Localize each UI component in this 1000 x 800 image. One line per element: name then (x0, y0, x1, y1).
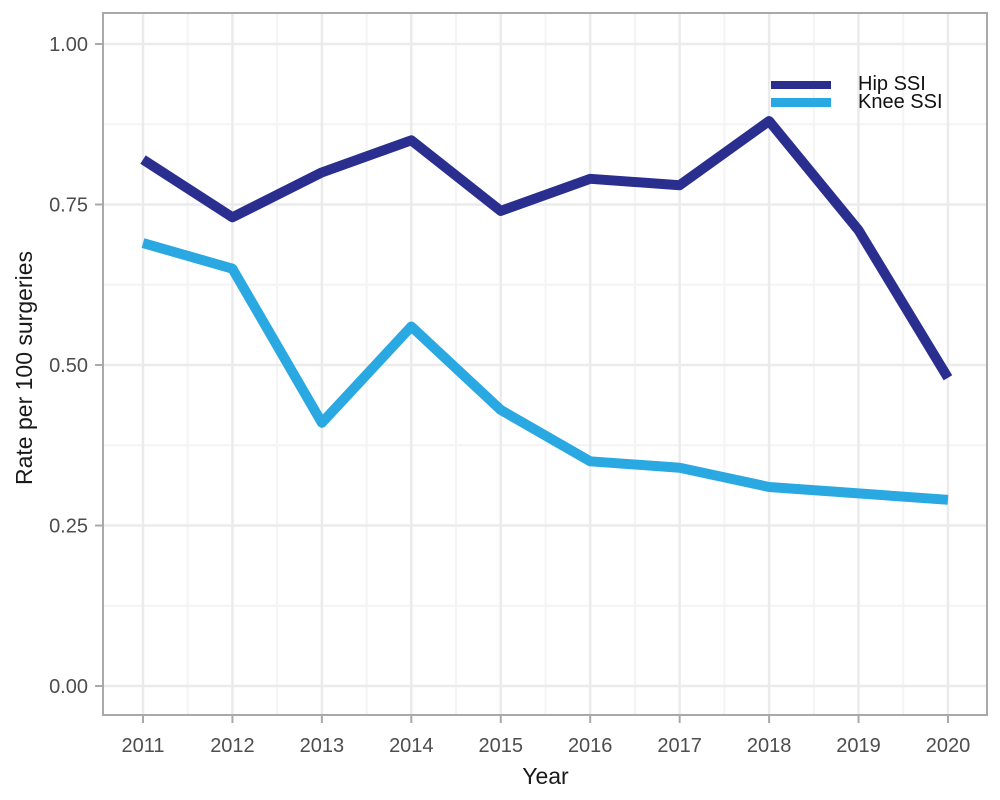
y-tick-label: 1.00 (49, 34, 88, 56)
y-tick-label: 0.75 (49, 195, 88, 217)
y-tick-label: 0.25 (49, 516, 88, 538)
y-axis-title: Rate per 100 surgeries (11, 251, 37, 485)
x-tick-label: 2020 (926, 735, 971, 757)
x-tick-label: 2016 (568, 735, 613, 757)
legend-entry-knee: Knee SSI (771, 90, 943, 113)
hip-ssi-line (140, 116, 953, 381)
legend-label-knee: Knee SSI (858, 90, 943, 113)
legend-label-hip: Hip SSI (858, 73, 926, 96)
legend-entry-hip: Hip SSI (771, 73, 943, 96)
knee-ssi-line (141, 238, 949, 505)
x-tick-label: 2012 (210, 735, 255, 757)
y-tick-label: 0.50 (49, 355, 88, 377)
x-tick-label: 2015 (479, 735, 524, 757)
x-tick-label: 2018 (747, 735, 792, 757)
x-tick-label: 2014 (389, 735, 434, 757)
x-tick-label: 2013 (300, 735, 345, 757)
legend-key-knee-line-swatch (771, 98, 831, 107)
x-tick-label: 2017 (657, 735, 702, 757)
legend-key-hip-line-swatch (771, 80, 831, 89)
x-tick-label: 2011 (121, 735, 164, 757)
legend: Hip SSI Knee SSI (771, 73, 943, 113)
x-tick-label: 2019 (836, 735, 881, 757)
y-tick-label: 0.00 (49, 676, 88, 698)
x-axis-title: Year (522, 763, 569, 789)
